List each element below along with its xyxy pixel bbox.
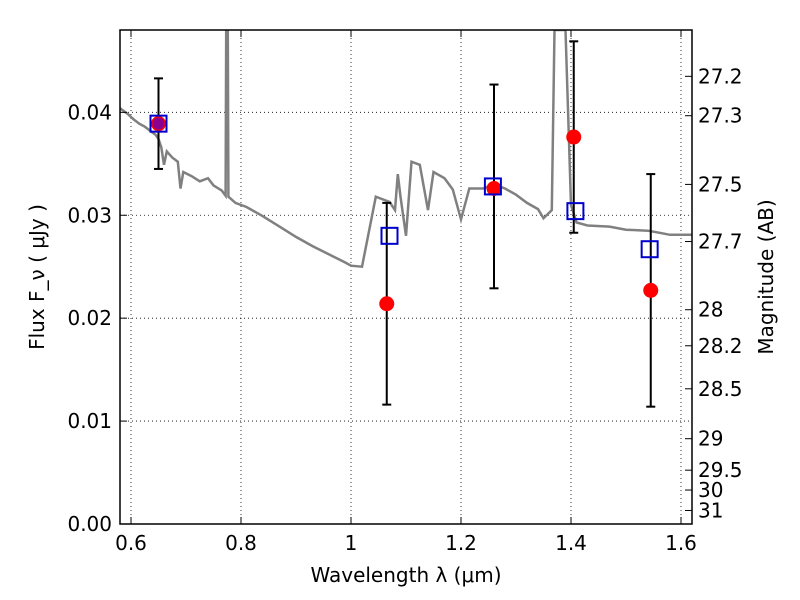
x-tick-label: 1 [345, 531, 358, 555]
x-axis-label: Wavelength λ (μm) [310, 563, 501, 587]
synthetic-square [483, 177, 502, 196]
x-tick-label: 1.6 [665, 531, 697, 555]
synthetic-square [640, 240, 659, 259]
mag-tick-label: 30 [698, 478, 723, 502]
y-tick-label: 0.01 [67, 409, 112, 433]
synthetic-photometry [149, 114, 659, 259]
observed-point [566, 129, 582, 145]
mag-tick-label: 27.7 [698, 230, 743, 254]
mag-tick-label: 31 [698, 498, 723, 522]
observed-point [643, 282, 659, 298]
synthetic-square [149, 114, 168, 133]
mag-tick-label: 28.2 [698, 334, 743, 358]
plot-frame [119, 29, 693, 525]
plot-frame-rect [119, 29, 693, 525]
model-spectrum [120, 30, 692, 269]
y-tick-label: 0.03 [67, 203, 112, 227]
y-axis-label: Flux F_ν ( μJy ) [25, 204, 49, 350]
mag-tick-label: 27.3 [698, 104, 743, 128]
y-tick-label: 0.00 [67, 512, 112, 536]
x-tick-label: 0.6 [115, 531, 147, 555]
mag-tick-label: 27.5 [698, 172, 743, 196]
mag-tick-label: 28.5 [698, 377, 743, 401]
mag-tick-label: 29 [698, 427, 723, 451]
mag-tick-label: 29.5 [698, 458, 743, 482]
model-spectrum-line [120, 30, 692, 269]
x-tick-label: 0.8 [225, 531, 257, 555]
mag-tick-label: 27.2 [698, 64, 743, 88]
axis-ticks: 0.6 0.8 1 1.2 1.4 1.6 0.00 0.01 0.02 0.03 0.04 27.2… [67, 30, 743, 555]
observed-point [486, 180, 502, 196]
synthetic-square [566, 202, 585, 221]
x-tick-label: 1.4 [555, 531, 587, 555]
y-tick-label: 0.02 [67, 306, 112, 330]
y2-axis-label: Magnitude (AB) [754, 199, 778, 354]
overlap-point [152, 117, 165, 130]
x-tick-label: 1.2 [445, 531, 477, 555]
mag-tick-label: 28 [698, 298, 723, 322]
y-tick-label: 0.04 [67, 100, 112, 124]
synthetic-square [380, 226, 399, 245]
observed-point [379, 296, 395, 312]
